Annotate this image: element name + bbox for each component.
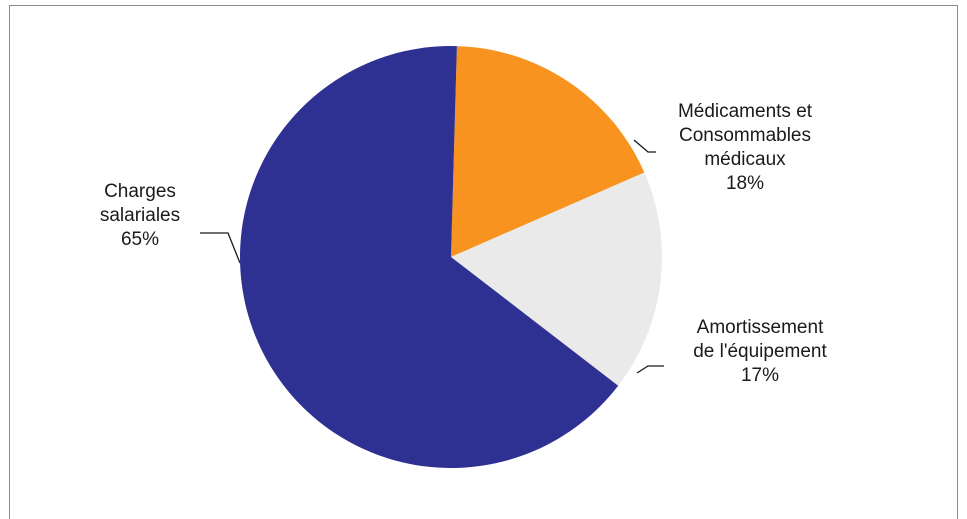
label-pct: 65%	[120, 229, 160, 250]
slice-label-charges: Charges salariales 65%	[80, 180, 200, 252]
label-line: salariales	[99, 205, 181, 226]
slice-label-amortissement: Amortissement de l'équipement 17%	[660, 316, 860, 388]
label-pct: 18%	[725, 173, 765, 194]
leader-line-charges-salariales	[200, 232, 241, 264]
slice-label-medicaments: Médicaments et Consommables médicaux 18%	[630, 100, 860, 196]
pie-slice-medicaments	[451, 46, 645, 258]
label-line: de l'équipement	[693, 341, 827, 362]
label-line: Consommables	[679, 125, 811, 146]
label-line: Charges	[104, 181, 176, 202]
pie-slice-amortissement	[451, 172, 662, 386]
leader-line-medicaments	[633, 139, 656, 153]
label-line: médicaux	[704, 149, 786, 170]
label-line: Amortissement	[696, 317, 824, 338]
label-pct: 17%	[740, 365, 780, 386]
pie-slice-charges-salariales	[240, 45, 619, 469]
label-line: Médicaments et	[677, 101, 813, 122]
leader-line-amortissement	[636, 365, 664, 374]
